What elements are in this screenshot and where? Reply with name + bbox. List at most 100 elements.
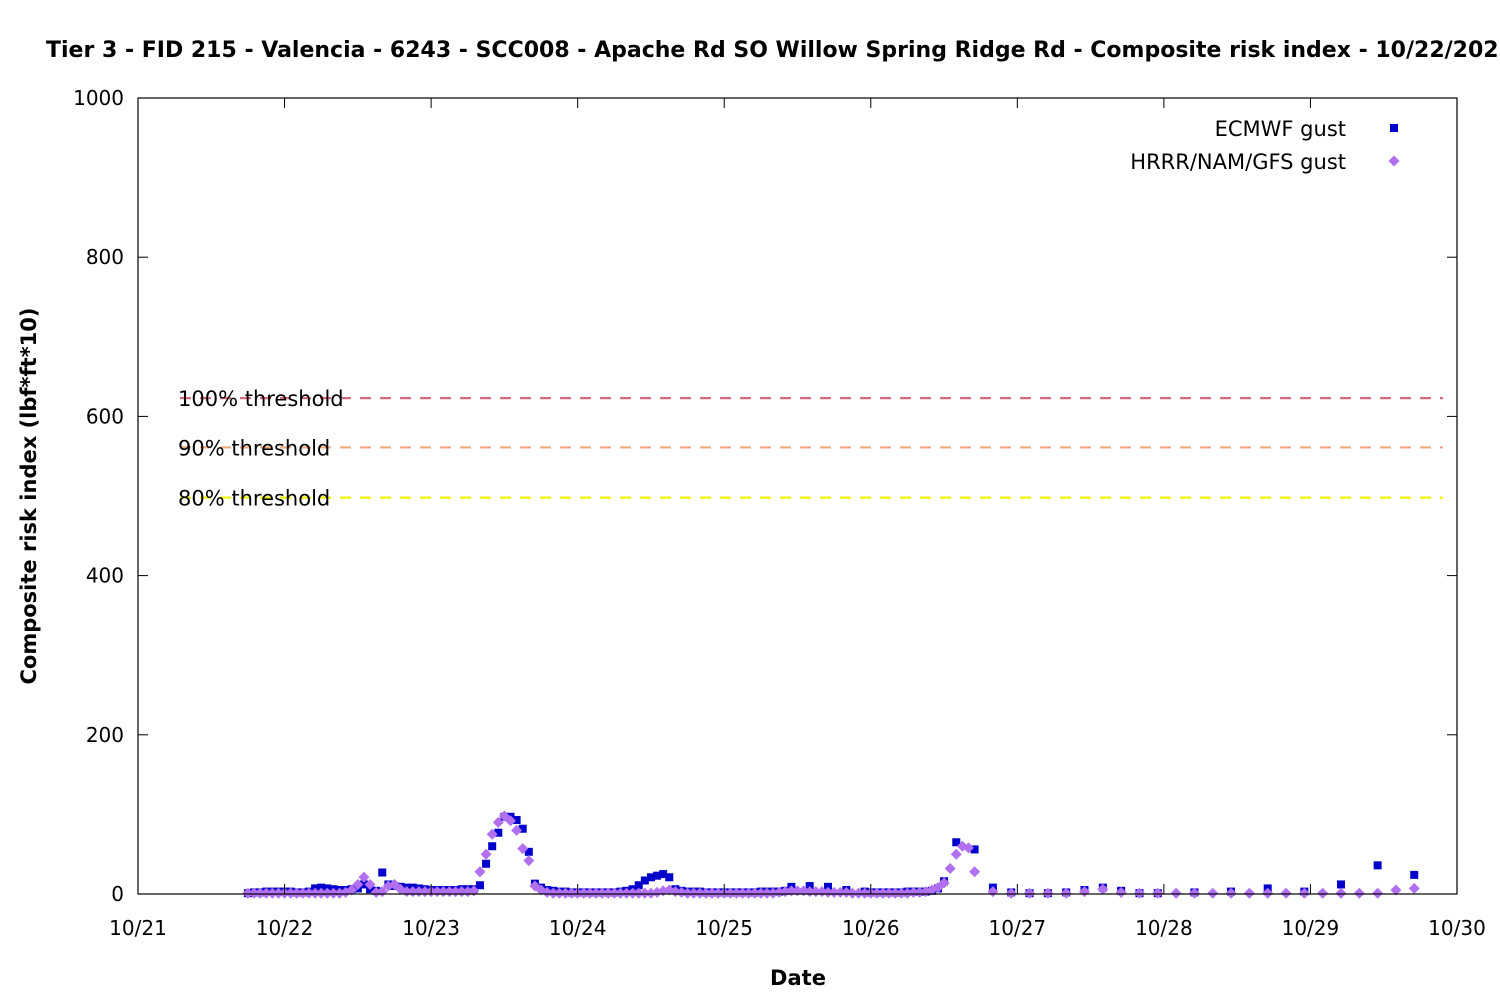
x-axis-ticks: 10/21 10/22 10/23 10/24 10/25 10/26 10/27 10/28… [109, 98, 1486, 940]
data-point [646, 873, 655, 882]
legend-marker [1390, 124, 1398, 132]
data-point [358, 871, 370, 883]
data-point [378, 868, 387, 877]
data-point [523, 855, 535, 867]
data-point [480, 848, 492, 860]
data-point [291, 887, 303, 899]
data-point [1390, 884, 1402, 896]
legend-entry-label: ECMWF gust [1215, 117, 1346, 141]
data-point [970, 845, 979, 854]
data-point [737, 887, 749, 899]
data-point [639, 887, 651, 899]
data-point [871, 887, 883, 899]
data-point [547, 887, 559, 899]
data-point [1133, 887, 1145, 899]
data-point [1097, 883, 1109, 895]
data-point [559, 887, 571, 899]
data-point [1317, 887, 1329, 899]
data-point [682, 887, 694, 899]
x-tick-label: 10/26 [842, 916, 900, 940]
y-tick-label: 1000 [73, 86, 124, 110]
data-point [688, 887, 700, 899]
data-point [590, 887, 602, 899]
data-point [846, 887, 858, 899]
data-point [640, 876, 649, 885]
data-point [962, 842, 974, 854]
data-point [1410, 870, 1419, 879]
data-point [482, 859, 491, 868]
data-point [242, 887, 254, 899]
data-point [486, 828, 498, 840]
data-point [950, 848, 962, 860]
y-tick-label: 800 [86, 245, 124, 269]
data-point [309, 887, 321, 899]
x-tick-label: 10/25 [695, 916, 753, 940]
data-point [511, 824, 523, 836]
data-point [266, 887, 278, 899]
data-point [627, 887, 639, 899]
data-point [488, 842, 497, 851]
data-point [248, 887, 260, 899]
data-point [1372, 887, 1384, 899]
x-tick-label: 10/23 [402, 916, 460, 940]
legend-entry-label: HRRR/NAM/GFS gust [1130, 150, 1346, 174]
data-point [1298, 887, 1310, 899]
data-point [944, 863, 956, 875]
x-tick-label: 10/24 [549, 916, 607, 940]
data-point [755, 887, 767, 899]
data-point [952, 838, 961, 847]
data-point [327, 887, 339, 899]
data-point [859, 887, 871, 899]
data-point [596, 887, 608, 899]
data-point [908, 886, 920, 898]
data-point [364, 878, 376, 890]
data-point [303, 887, 315, 899]
data-point [743, 887, 755, 899]
x-tick-label: 10/28 [1135, 916, 1193, 940]
threshold-lines: 100% threshold 90% threshold 80% threshold [178, 387, 1443, 511]
data-point [254, 887, 266, 899]
data-point [730, 887, 742, 899]
data-point [1408, 882, 1420, 894]
data-point [317, 883, 326, 892]
x-tick-label: 10/21 [109, 916, 167, 940]
data-point [653, 871, 662, 880]
data-point [1152, 887, 1164, 899]
data-point [1042, 887, 1054, 899]
y-tick-label: 600 [86, 404, 124, 428]
data-point [346, 884, 358, 896]
data-point [1335, 887, 1347, 899]
data-point [608, 887, 620, 899]
data-point [834, 886, 846, 898]
chart-legend: ECMWF gust HRRR/NAM/GFS gust [1130, 117, 1400, 174]
data-points [242, 810, 1420, 899]
data-point [700, 887, 712, 899]
data-point [1280, 887, 1292, 899]
data-point [828, 886, 840, 898]
data-point [517, 843, 529, 855]
threshold-label: 90% threshold [178, 436, 330, 460]
data-point [1188, 887, 1200, 899]
data-point [895, 887, 907, 899]
data-point [824, 882, 833, 891]
data-point [853, 887, 865, 899]
data-point [504, 815, 516, 827]
data-point [492, 816, 504, 828]
data-point [1060, 887, 1072, 899]
chart-title: Tier 3 - FID 215 - Valencia - 6243 - SCC… [46, 38, 1500, 63]
data-point [822, 886, 834, 898]
data-point [475, 881, 484, 890]
data-point [352, 878, 364, 890]
data-point [1024, 887, 1036, 899]
data-point [1225, 887, 1237, 899]
data-point [553, 887, 565, 899]
data-point [272, 887, 284, 899]
data-point [315, 887, 327, 899]
data-point [602, 887, 614, 899]
data-point [518, 824, 527, 833]
data-point [883, 887, 895, 899]
data-point [584, 887, 596, 899]
y-axis-label: Composite risk index (lbf*ft*10) [17, 307, 41, 684]
